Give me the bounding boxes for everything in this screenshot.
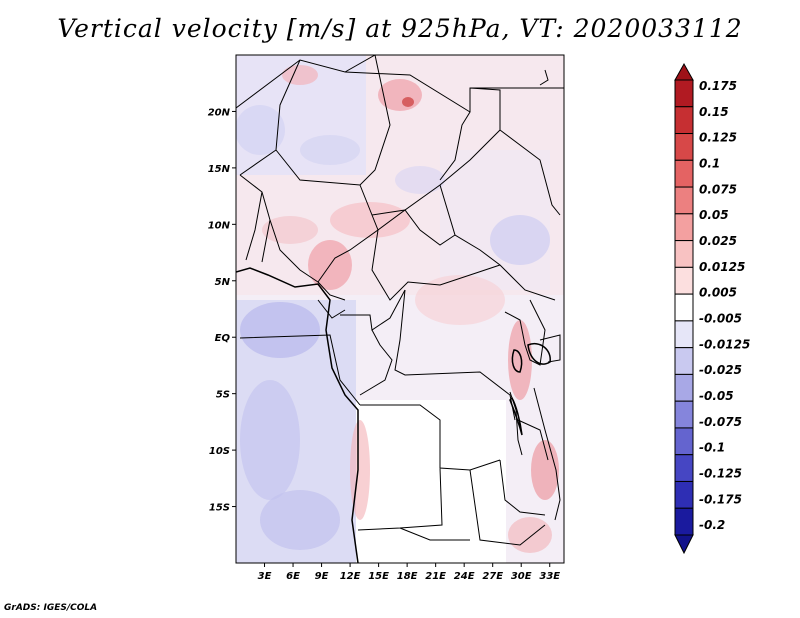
colorbar-label: 0.005 [699,286,737,300]
colorbar-label: 0.1 [699,157,720,171]
lat-label: 15N [208,164,231,175]
colorbar-label: 0.125 [699,131,737,145]
map-frame [235,54,565,564]
colorbar-segment [674,480,694,509]
colorbar-label: 0.0125 [699,260,745,274]
country-borders [236,55,564,546]
colorbar-label: -0.025 [699,363,742,377]
lon-label: 12E [340,571,361,582]
lon-label: 3E [258,571,272,582]
lon-label: 21E [425,571,446,582]
colorbar-segment [674,427,694,456]
colorbar-label: 0.075 [699,182,737,196]
latitude-axis: 20N 15N 10N 5N EQ 5S 10S 15S [208,107,236,514]
lon-label: 6E [286,571,300,582]
colorbar-label: 0.05 [699,208,729,222]
velocity-field [236,55,564,563]
colorbar-segment [674,240,694,268]
colorbar-segment [674,79,694,108]
colorbar-segment [674,400,694,429]
colorbar-label: 0.025 [699,234,737,248]
colorbar-segment [674,293,694,322]
lat-label: 10S [209,446,230,457]
lon-label: 27E [482,571,503,582]
colorbar-label: -0.005 [699,312,742,326]
lat-label: EQ [215,333,231,344]
colorbar-label: -0.1 [699,441,725,455]
lat-label: 15S [209,503,230,514]
colorbar-label: 0.15 [699,105,729,119]
map-title: Vertical velocity [m/s] at 925hPa, VT: 2… [57,14,743,43]
lon-label: 15E [368,571,389,582]
colorbar-segment [674,106,694,135]
coastlines [236,267,551,563]
colorbar-label: -0.2 [699,518,725,532]
colorbar-segment [674,454,694,482]
lat-label: 20N [208,107,231,118]
colorbar-label: -0.125 [699,467,742,481]
colorbar-segment [674,507,694,536]
colorbar-label: -0.075 [699,415,742,429]
colorbar-segment [674,347,694,375]
colorbar-label: 0.175 [699,79,737,93]
colorbar-label: -0.0125 [699,337,750,351]
longitude-axis: 3E 6E 9E 12E 15E 18E 21E 24E 27E 30E 33E [258,563,560,582]
colorbar-bottom-arrow [674,534,694,555]
colorbar-segment [674,266,694,295]
colorbar-segment [674,133,694,161]
colorbar: 0.175 0.15 0.125 0.1 0.075 0.05 0.025 0.0125 0.0… [674,62,750,555]
lon-label: 33E [539,571,560,582]
colorbar-segment [674,320,694,349]
colorbar-top-arrow [674,62,694,81]
colorbar-segment [674,213,694,242]
colorbar-segment [674,373,694,402]
grads-credit: GrADS: IGES/COLA [4,603,98,613]
lon-label: 9E [315,571,329,582]
lat-label: 10N [208,220,231,231]
lon-label: 18E [397,571,418,582]
colorbar-label: -0.175 [699,492,742,506]
lat-label: 5N [215,277,231,288]
colorbar-segment [674,186,694,215]
lon-label: 24E [454,571,475,582]
lon-label: 30E [511,571,532,582]
colorbar-segment [674,159,694,188]
lat-label: 5S [216,390,230,401]
colorbar-label: -0.05 [699,389,734,403]
